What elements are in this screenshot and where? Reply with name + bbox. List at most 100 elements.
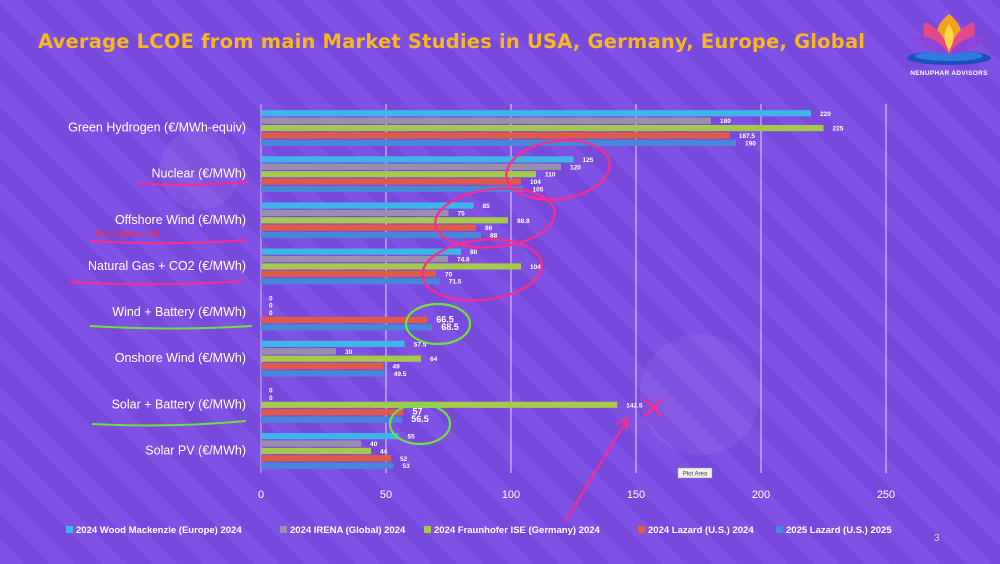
- bar-value-label: 104: [530, 179, 541, 186]
- annotation-circle-gas: [421, 238, 543, 302]
- bar-value-label: 0: [269, 303, 273, 310]
- chart-x-tick-labels: 0 50 100 150 200 250: [258, 489, 895, 501]
- bar-value-label: 110: [545, 172, 556, 179]
- bar: [261, 156, 574, 163]
- legend-swatch: [280, 526, 287, 533]
- annotation-circle-offshore: [434, 187, 556, 249]
- bar: [261, 248, 461, 255]
- bar-value-label: 57: [413, 407, 423, 417]
- bar-value-label: 142.5: [626, 402, 643, 409]
- bar-value-label: 49: [393, 364, 401, 371]
- chart-legend: 2024 Wood Mackenzie (Europe) 2024 2024 IR…: [66, 525, 892, 536]
- bar-value-label: 52: [400, 456, 408, 463]
- bar-value-label: 88: [490, 233, 498, 240]
- annotation-underlines: [69, 181, 253, 427]
- bar-value-label: 98.8: [517, 218, 530, 225]
- x-tick-label: 150: [627, 489, 645, 501]
- bar: [261, 455, 391, 462]
- bar: [261, 270, 436, 277]
- category-label: Natural Gas + CO2 (€/MWh): [88, 259, 246, 273]
- bar-value-label: 187.5: [739, 133, 756, 140]
- lotus-logo-icon: [907, 14, 991, 65]
- category-label: Solar + Battery (€/MWh): [112, 397, 246, 411]
- bar: [261, 132, 730, 139]
- bar: [261, 185, 524, 193]
- bar-value-label: 44: [380, 448, 388, 455]
- bar-value-label: 85: [483, 203, 491, 210]
- x-tick-label: 50: [380, 489, 392, 501]
- legend-swatch: [776, 526, 783, 533]
- x-tick-label: 100: [502, 489, 520, 501]
- bar-value-label: 64: [430, 356, 438, 363]
- chart-bars: [261, 110, 824, 469]
- category-label: Wind + Battery (€/MWh): [112, 305, 246, 319]
- bar: [261, 355, 421, 362]
- plot-area-tag: Plot Area: [677, 467, 713, 479]
- brand-name: NENUPHAR ADVISORS: [910, 70, 988, 77]
- chart-value-labels: 220180225187.5190125120110104105857598.8…: [269, 111, 844, 470]
- bar-value-label: 49.5: [394, 371, 407, 378]
- legend-entry: 2024 Fraunhofer ISE (Germany) 2024: [434, 525, 601, 536]
- bar-value-label: 125: [583, 157, 594, 164]
- bar: [261, 316, 428, 324]
- bar: [261, 263, 521, 270]
- bar-value-label: 75: [458, 210, 466, 217]
- bar: [261, 416, 403, 423]
- bar: [261, 447, 371, 455]
- bar-value-label: 74.8: [457, 257, 470, 264]
- legend-swatch: [66, 526, 73, 533]
- bar: [261, 255, 448, 263]
- page-number: 3: [934, 533, 940, 544]
- bar-value-label: 86: [485, 225, 493, 232]
- bar: [261, 462, 394, 469]
- bar-value-label: 0: [269, 295, 273, 302]
- bar: [261, 202, 474, 209]
- bar: [261, 178, 521, 185]
- bar-value-label: 120: [570, 164, 581, 171]
- bar-value-label: 180: [720, 118, 731, 125]
- bar: [261, 117, 711, 124]
- bar: [261, 110, 811, 117]
- bar-value-label: 68.5: [441, 322, 459, 332]
- bar-value-label: 53: [403, 463, 411, 470]
- annotation-ellipses: [388, 139, 611, 446]
- bar: [261, 440, 361, 447]
- bar: [261, 324, 433, 331]
- bar: [261, 370, 385, 377]
- bar: [261, 124, 824, 132]
- x-tick-label: 200: [752, 489, 770, 501]
- bar-value-label: 0: [269, 388, 273, 395]
- chart-category-labels: Green Hydrogen (€/MWh-equiv) Nuclear (€/M…: [68, 121, 246, 458]
- bar-value-label: 104: [530, 264, 541, 271]
- offshore-note: (Mostly bottom fixed): [95, 231, 160, 238]
- annotation-circle-nuclear: [505, 139, 611, 201]
- x-tick-label: 0: [258, 489, 264, 501]
- bar: [261, 409, 404, 416]
- legend-swatch: [424, 526, 431, 533]
- bar: [261, 340, 405, 347]
- legend-entry: 2024 Wood Mackenzie (Europe) 2024: [76, 525, 242, 536]
- bar: [261, 163, 561, 170]
- category-label: Solar PV (€/MWh): [145, 443, 246, 457]
- bar-value-label: 55: [408, 434, 416, 441]
- bar: [261, 217, 508, 224]
- category-label: Offshore Wind (€/MWh): [115, 213, 246, 227]
- bar-value-label: 66.5: [436, 314, 454, 324]
- category-label: Onshore Wind (€/MWh): [115, 351, 246, 365]
- bar-value-label: 30: [345, 349, 353, 356]
- legend-entry: 2024 IRENA (Global) 2024: [290, 525, 406, 536]
- bar-value-label: 40: [370, 441, 378, 448]
- bar: [261, 348, 336, 355]
- annotation-circle-solar-battery: [388, 402, 452, 446]
- annotation-arrow: [564, 417, 629, 523]
- bar: [261, 433, 399, 440]
- legend-swatch: [638, 526, 645, 533]
- legend-entry: 2025 Lazard (U.S.) 2025: [786, 525, 892, 536]
- annotation-cross-icon: [644, 398, 663, 417]
- bar: [261, 232, 481, 239]
- annotation-circle-wind-battery: [404, 302, 472, 346]
- legend-entry: 2024 Lazard (U.S.) 2024: [648, 525, 754, 536]
- bar-value-label: 225: [833, 126, 844, 133]
- bar-value-label: 0: [269, 310, 273, 317]
